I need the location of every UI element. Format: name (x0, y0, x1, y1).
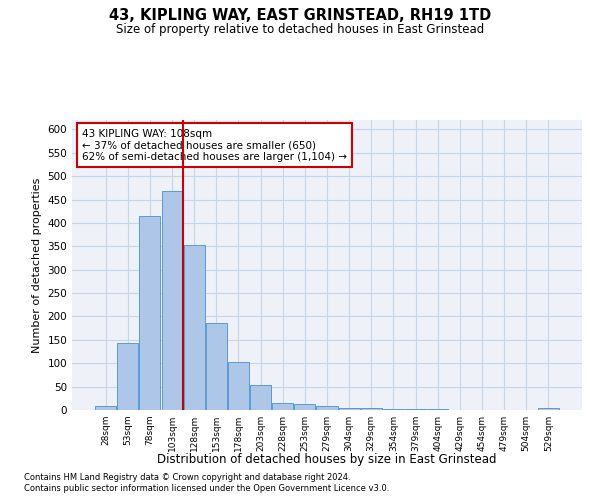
Bar (206, 324, 227, 410)
Text: 43, KIPLING WAY, EAST GRINSTEAD, RH19 1TD: 43, KIPLING WAY, EAST GRINSTEAD, RH19 1T… (109, 8, 491, 22)
Bar (139, 216, 160, 410)
Text: Contains HM Land Registry data © Crown copyright and database right 2024.: Contains HM Land Registry data © Crown c… (24, 472, 350, 482)
Text: Contains public sector information licensed under the Open Government Licence v3: Contains public sector information licen… (24, 484, 389, 493)
Bar (405, 409, 426, 410)
Bar (228, 362, 249, 410)
Bar (118, 343, 139, 410)
Text: Size of property relative to detached houses in East Grinstead: Size of property relative to detached ho… (116, 22, 484, 36)
Bar (184, 245, 205, 410)
Bar (361, 408, 382, 410)
Bar (161, 191, 182, 410)
Bar (338, 408, 359, 410)
Y-axis label: Number of detached properties: Number of detached properties (32, 178, 42, 352)
Bar (95, 406, 116, 410)
Bar (295, 404, 316, 410)
Bar (427, 409, 448, 410)
Text: Distribution of detached houses by size in East Grinstead: Distribution of detached houses by size … (157, 452, 497, 466)
Text: 43 KIPLING WAY: 108sqm
← 37% of detached houses are smaller (650)
62% of semi-de: 43 KIPLING WAY: 108sqm ← 37% of detached… (82, 128, 347, 162)
Bar (250, 385, 271, 410)
Bar (383, 408, 404, 410)
Bar (538, 408, 559, 410)
Bar (272, 403, 293, 410)
Bar (316, 406, 338, 410)
